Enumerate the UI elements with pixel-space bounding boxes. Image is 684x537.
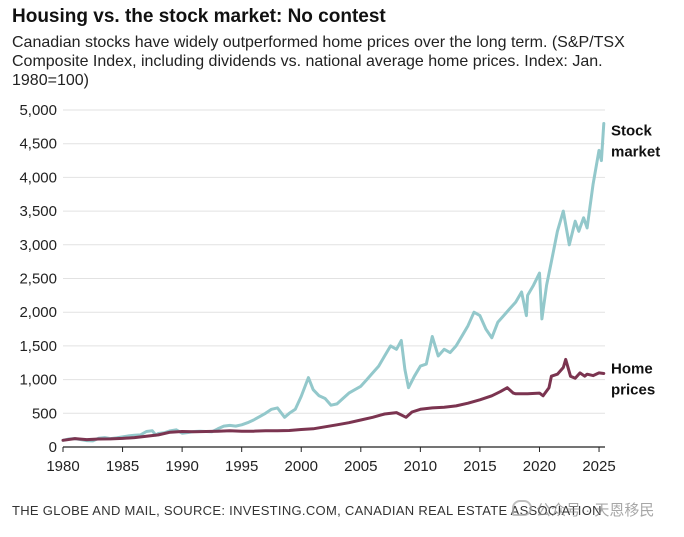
- x-tick-label: 1995: [225, 458, 258, 475]
- x-tick-label: 1980: [46, 458, 79, 475]
- series-label-stock-market: Stock market: [611, 122, 660, 160]
- series-label-line: Stock: [611, 122, 653, 139]
- watermark-text: 公众号 · 天恩移民: [536, 502, 655, 519]
- source-note: THE GLOBE AND MAIL, SOURCE: INVESTING.CO…: [12, 503, 602, 518]
- watermark: 公众号 · 天恩移民: [512, 499, 654, 520]
- x-tick-label: 1985: [106, 458, 139, 475]
- y-tick-label: 2,000: [19, 304, 57, 321]
- x-tick-label: 2010: [404, 458, 437, 475]
- wechat-icon: [512, 500, 532, 516]
- series-label-line: market: [611, 143, 660, 160]
- y-tick-label: 0: [49, 439, 57, 456]
- y-tick-label: 5,000: [19, 102, 57, 119]
- gridlines: [63, 109, 605, 414]
- x-tick-label: 2005: [344, 458, 377, 475]
- x-tick-label: 2000: [285, 458, 318, 475]
- series-label-home-prices: Home prices: [611, 361, 655, 399]
- y-tick-label: 4,500: [19, 136, 57, 153]
- y-tick-label: 4,000: [19, 169, 57, 186]
- chart-title: Housing vs. the stock market: No contest: [12, 6, 386, 27]
- series-label-line: Home: [611, 361, 653, 378]
- series-labels: Stock market Home prices: [611, 122, 660, 398]
- y-tick-label: 3,500: [19, 203, 57, 220]
- series-line-home-prices: [61, 357, 606, 442]
- y-tick-label: 500: [32, 405, 57, 422]
- y-tick-label: 2,500: [19, 271, 57, 288]
- axes: 0 500 1,000 1,500 2,000 2,500 3,000 3,500 4,000 4…: [19, 102, 615, 475]
- x-tick-label: 2015: [463, 458, 496, 475]
- x-tick-label: 1990: [165, 458, 198, 475]
- x-tick-label: 2020: [523, 458, 556, 475]
- series-label-line: prices: [611, 382, 655, 399]
- y-tick-label: 3,000: [19, 237, 57, 254]
- chart-subtitle: Canadian stocks have widely outperformed…: [12, 34, 625, 89]
- x-tick-label: 2025: [582, 458, 615, 475]
- y-tick-label: 1,500: [19, 338, 57, 355]
- series-lines: [61, 122, 606, 443]
- y-tick-label: 1,000: [19, 372, 57, 389]
